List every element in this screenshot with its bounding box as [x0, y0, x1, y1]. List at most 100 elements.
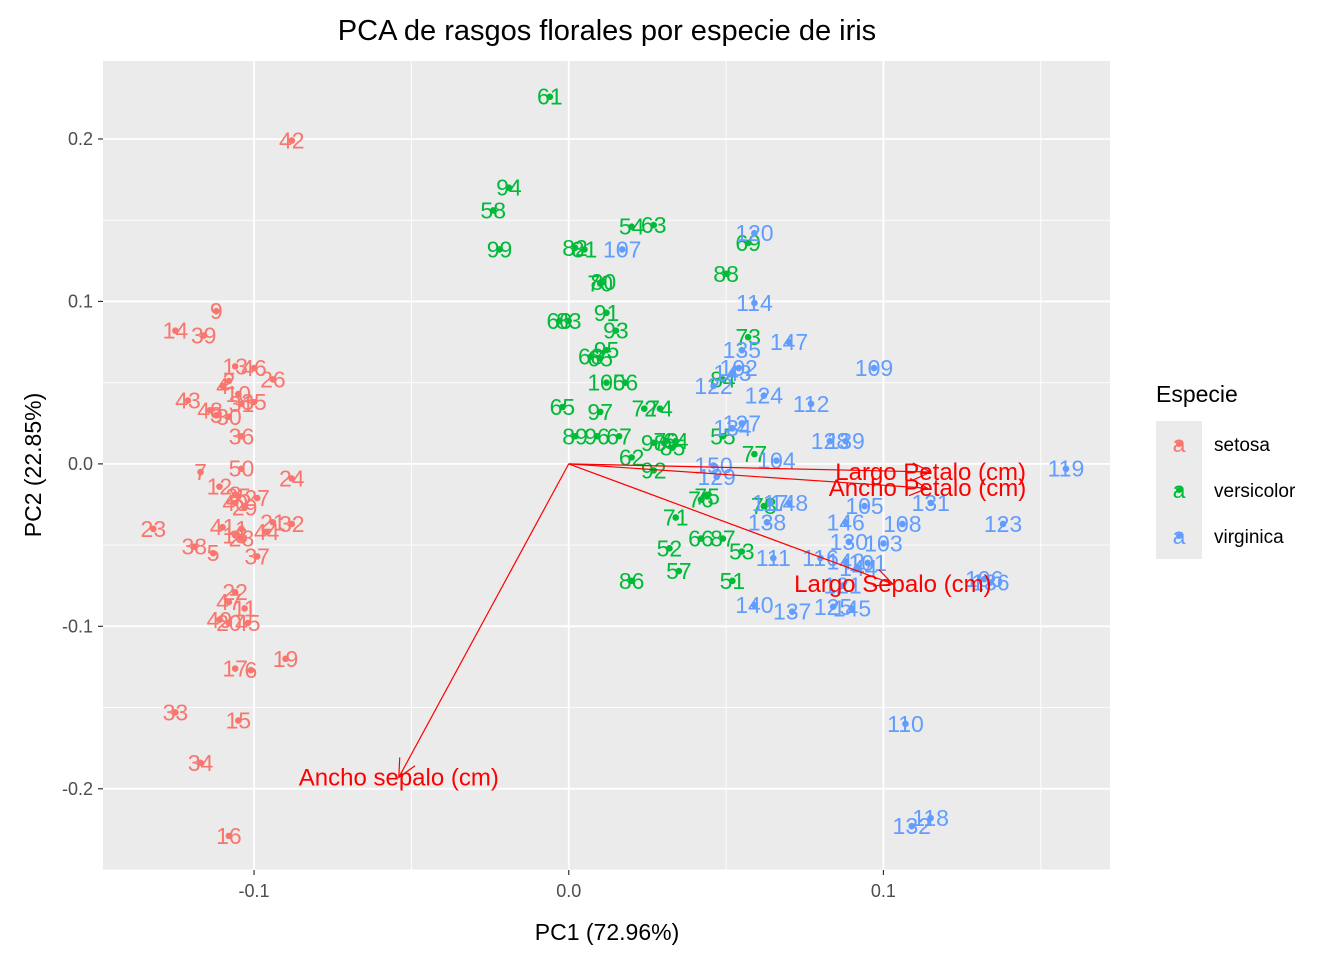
- data-point: [738, 346, 746, 354]
- data-point: [206, 406, 214, 414]
- point-label: 51: [720, 568, 746, 594]
- data-point: [744, 239, 752, 247]
- point-label: 98: [641, 430, 667, 456]
- point-label: 137: [773, 599, 811, 625]
- data-point: [1062, 465, 1070, 473]
- point-label: 111: [756, 545, 791, 571]
- point-label: 121: [823, 573, 861, 599]
- data-point: [238, 432, 245, 440]
- data-point: [241, 605, 248, 612]
- point-label: 66: [688, 526, 714, 552]
- point-label: 117: [752, 490, 789, 516]
- grid: [103, 61, 1110, 871]
- data-point: [212, 411, 220, 419]
- point-label: 29: [232, 495, 258, 521]
- data-point: [244, 619, 252, 627]
- point-label: 3: [210, 402, 223, 428]
- point-label: 80: [591, 269, 617, 295]
- point-label: 70: [587, 271, 613, 297]
- point-label: 73: [735, 324, 761, 350]
- loading-arrow: [568, 463, 931, 473]
- point-label: 105: [845, 493, 883, 519]
- data-point: [212, 307, 220, 315]
- data-point: [628, 223, 635, 230]
- point-label: 140: [735, 592, 773, 618]
- data-point: [751, 299, 758, 307]
- data-point: [829, 603, 837, 611]
- point-label: 32: [279, 511, 305, 537]
- data-point: [571, 244, 579, 252]
- data-point: [225, 413, 233, 421]
- axis-ticks: -0.1 0.0 0.1 -0.2 -0.1 0.0 0.1 0.2: [62, 129, 896, 901]
- point-label: 103: [864, 530, 902, 556]
- point-label: 118: [912, 805, 949, 831]
- point-label: 53: [729, 539, 755, 565]
- data-point: [769, 554, 777, 562]
- data-point: [751, 450, 758, 458]
- data-point: [672, 437, 680, 445]
- point-label: 102: [719, 355, 757, 381]
- point-label: 8: [229, 482, 242, 508]
- point-label: 41: [210, 514, 236, 540]
- point-label: 7: [194, 459, 207, 485]
- point-label: 17: [222, 656, 248, 682]
- data-point: [559, 403, 566, 411]
- legend-label: setosa: [1214, 435, 1270, 456]
- data-point: [263, 528, 270, 536]
- point-label: 65: [550, 394, 576, 420]
- chart-title: PCA de rasgos florales por especie de ir…: [338, 15, 876, 47]
- data-point: [231, 499, 239, 507]
- data-point: [697, 535, 705, 542]
- point-label: 97: [587, 399, 613, 425]
- point-label: 127: [723, 410, 761, 436]
- data-point: [172, 709, 179, 716]
- point-label: 34: [188, 750, 214, 776]
- point-label: 64: [663, 428, 689, 454]
- data-point: [845, 538, 853, 546]
- point-label: 110: [887, 711, 924, 737]
- data-point: [231, 363, 239, 370]
- point-label: 37: [244, 543, 270, 569]
- data-point: [612, 327, 620, 334]
- point-label: 2: [222, 368, 235, 394]
- data-point: [603, 346, 610, 354]
- data-point: [807, 400, 815, 408]
- data-point: [650, 439, 658, 447]
- data-point: [826, 437, 834, 445]
- point-label: 65: [587, 345, 613, 371]
- point-label: 114: [736, 290, 773, 316]
- point-label: 78: [751, 493, 777, 519]
- point-label: 136: [971, 569, 1009, 595]
- point-label: 112: [793, 391, 830, 417]
- data-point: [593, 432, 601, 440]
- point-label: 104: [757, 448, 796, 474]
- point-label: 38: [181, 534, 207, 560]
- data-point: [880, 540, 887, 547]
- point-label: 19: [273, 646, 299, 672]
- arrow-head: [872, 569, 895, 587]
- point-label: 87: [710, 526, 736, 552]
- data-point: [628, 454, 635, 461]
- arrow-head: [908, 477, 929, 497]
- data-point: [842, 437, 849, 445]
- point-label: 119: [1048, 456, 1085, 482]
- data-point: [288, 475, 296, 482]
- data-point: [238, 535, 245, 542]
- point-label: 42: [279, 128, 305, 154]
- point-label: 86: [619, 568, 645, 594]
- point-label: 31: [229, 391, 255, 417]
- data-point: [729, 424, 736, 432]
- legend-glyph: a: [1173, 523, 1186, 549]
- point-label: 89: [562, 423, 588, 449]
- data-point: [269, 376, 277, 383]
- point-label: 11: [233, 595, 257, 621]
- data-point: [505, 184, 513, 192]
- point-label: 91: [594, 300, 620, 326]
- data-point: [640, 405, 648, 412]
- point-label: 28: [229, 526, 255, 552]
- data-point: [735, 364, 742, 372]
- point-label: 15: [226, 708, 252, 734]
- data-point: [908, 822, 916, 830]
- data-point: [225, 377, 233, 385]
